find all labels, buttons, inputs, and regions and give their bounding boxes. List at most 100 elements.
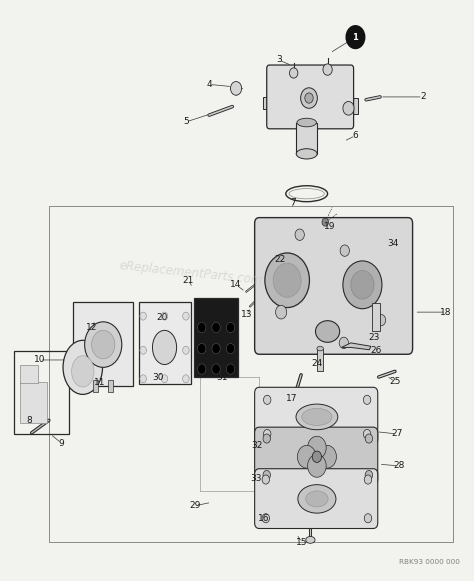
Bar: [296, 123, 318, 154]
Bar: [138, 302, 191, 385]
Text: 31: 31: [217, 372, 228, 382]
Circle shape: [364, 429, 371, 439]
FancyBboxPatch shape: [255, 427, 378, 485]
Bar: [372, 303, 380, 332]
Text: 16: 16: [258, 514, 270, 523]
Circle shape: [365, 471, 373, 479]
Text: 23: 23: [368, 333, 380, 342]
Text: 7: 7: [290, 198, 296, 207]
Circle shape: [297, 446, 316, 468]
Circle shape: [273, 263, 301, 297]
Text: 15: 15: [296, 537, 308, 547]
Bar: [92, 381, 98, 392]
Circle shape: [262, 514, 270, 523]
Text: 14: 14: [230, 280, 242, 289]
Polygon shape: [263, 97, 272, 109]
Circle shape: [346, 26, 365, 49]
Circle shape: [305, 93, 313, 103]
Circle shape: [182, 346, 189, 354]
Circle shape: [226, 343, 235, 354]
FancyBboxPatch shape: [255, 469, 378, 529]
Circle shape: [290, 68, 298, 78]
Text: 4: 4: [206, 80, 212, 89]
Circle shape: [91, 331, 115, 359]
Circle shape: [262, 475, 270, 484]
Ellipse shape: [306, 491, 328, 507]
Circle shape: [323, 64, 332, 76]
Text: 30: 30: [152, 372, 164, 382]
Circle shape: [212, 364, 220, 374]
Text: 2: 2: [420, 92, 426, 102]
Circle shape: [198, 343, 206, 354]
Circle shape: [226, 364, 235, 374]
Ellipse shape: [317, 346, 323, 351]
Circle shape: [161, 312, 168, 320]
Circle shape: [301, 88, 318, 108]
Circle shape: [365, 475, 372, 484]
Circle shape: [198, 364, 206, 374]
Text: eReplacementParts.com: eReplacementParts.com: [118, 259, 263, 288]
Bar: [49, 206, 453, 542]
Circle shape: [85, 322, 122, 367]
Text: 5: 5: [183, 117, 189, 127]
Ellipse shape: [306, 536, 315, 543]
Text: 32: 32: [251, 441, 262, 450]
Polygon shape: [341, 343, 371, 350]
Bar: [73, 302, 133, 386]
Bar: [19, 364, 38, 383]
Polygon shape: [348, 98, 358, 114]
Ellipse shape: [296, 149, 317, 159]
Ellipse shape: [298, 485, 336, 513]
Text: 1: 1: [353, 33, 358, 42]
Circle shape: [230, 81, 242, 95]
Bar: [194, 299, 238, 377]
Circle shape: [343, 261, 382, 309]
FancyBboxPatch shape: [255, 388, 378, 446]
Circle shape: [365, 434, 373, 443]
Circle shape: [318, 446, 337, 468]
Text: 12: 12: [86, 323, 98, 332]
Text: 26: 26: [371, 346, 382, 355]
Circle shape: [339, 337, 348, 349]
Text: 22: 22: [274, 254, 285, 264]
Circle shape: [264, 395, 271, 404]
Text: 6: 6: [353, 131, 358, 140]
Ellipse shape: [316, 321, 340, 342]
Text: 9: 9: [58, 439, 64, 447]
Circle shape: [364, 395, 371, 404]
Circle shape: [308, 436, 326, 459]
Circle shape: [312, 451, 321, 462]
Circle shape: [198, 322, 206, 333]
Circle shape: [376, 314, 386, 326]
Text: 20: 20: [156, 313, 167, 322]
Circle shape: [140, 346, 146, 354]
Text: 17: 17: [286, 394, 298, 403]
Text: 18: 18: [440, 307, 452, 317]
Circle shape: [212, 322, 220, 333]
Ellipse shape: [153, 331, 177, 364]
Circle shape: [263, 471, 271, 479]
Text: 10: 10: [34, 356, 46, 364]
Circle shape: [365, 514, 372, 523]
Circle shape: [308, 454, 326, 477]
Circle shape: [351, 271, 374, 299]
Text: 28: 28: [393, 461, 404, 471]
Circle shape: [182, 375, 189, 383]
Circle shape: [322, 218, 328, 226]
Text: 11: 11: [94, 378, 106, 388]
Circle shape: [226, 322, 235, 333]
FancyBboxPatch shape: [267, 65, 354, 129]
Text: 29: 29: [190, 501, 201, 510]
Circle shape: [275, 305, 287, 319]
Text: 21: 21: [182, 276, 194, 285]
Circle shape: [140, 375, 146, 383]
Text: 27: 27: [392, 429, 403, 439]
Bar: [19, 382, 46, 422]
Circle shape: [265, 253, 310, 307]
Circle shape: [212, 343, 220, 354]
Ellipse shape: [63, 340, 102, 394]
Text: 3: 3: [276, 55, 282, 64]
Circle shape: [263, 434, 271, 443]
Ellipse shape: [302, 408, 332, 425]
Ellipse shape: [296, 404, 338, 430]
